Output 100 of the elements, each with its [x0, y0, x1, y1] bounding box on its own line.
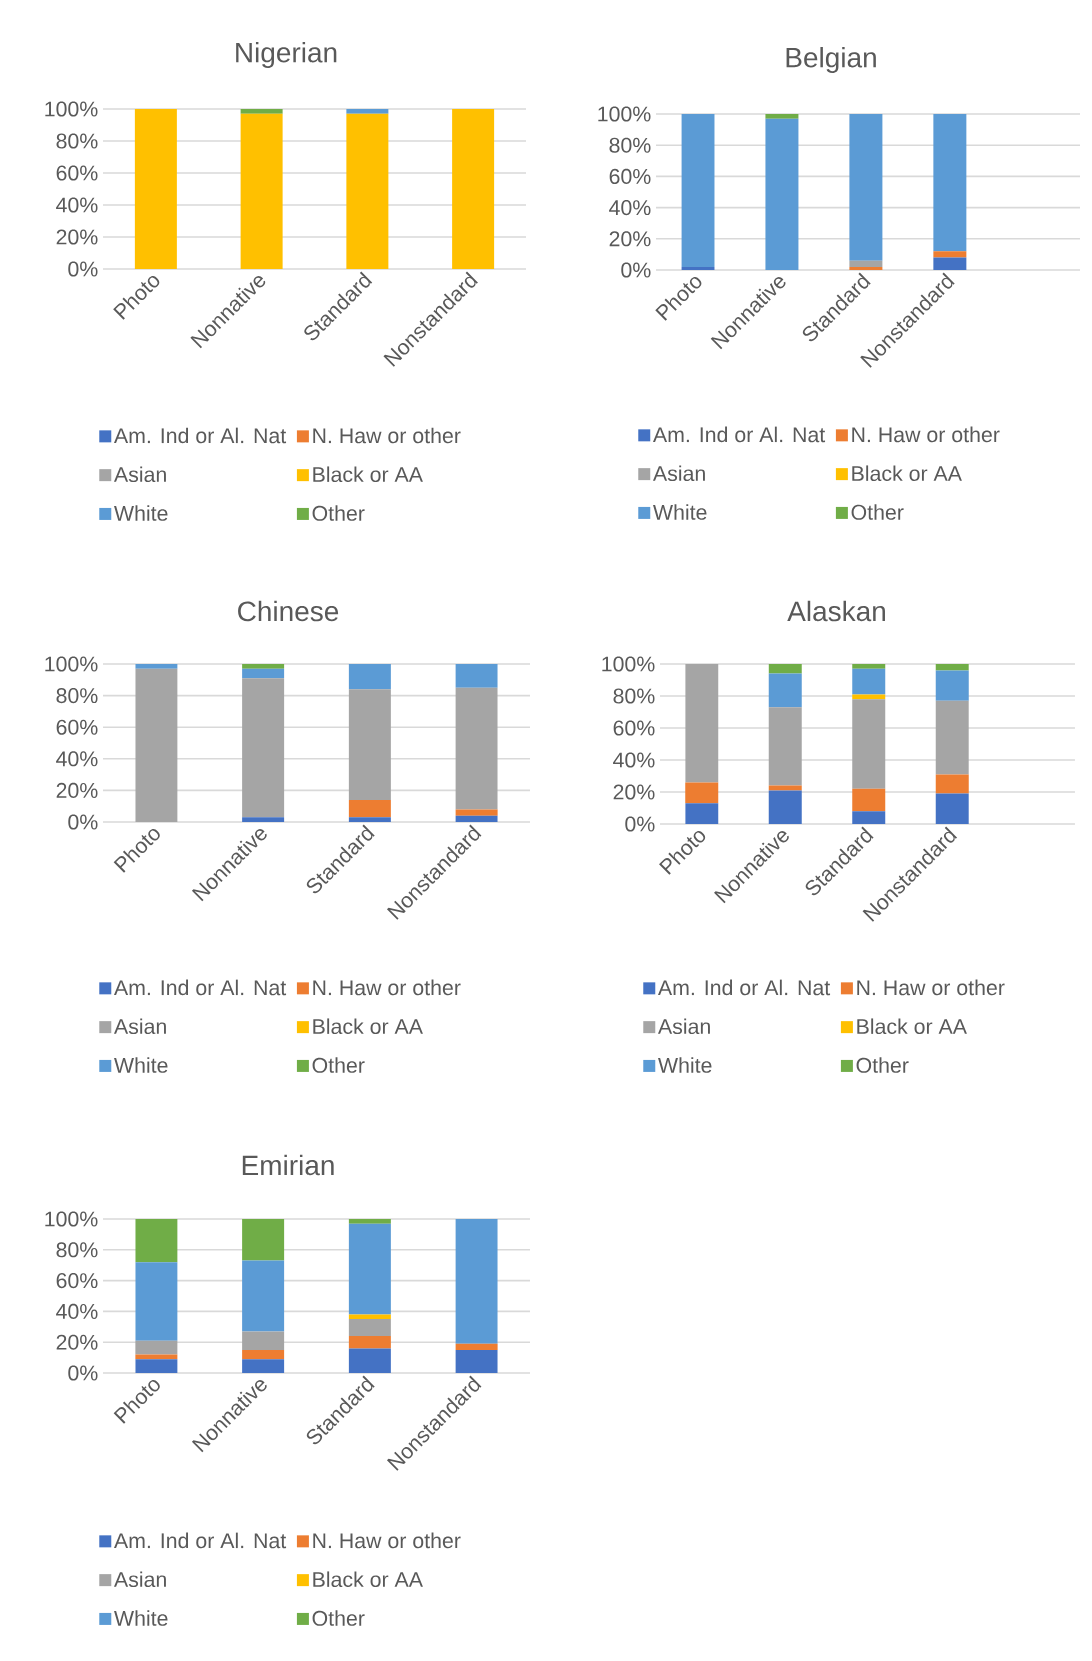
bar — [852, 694, 886, 700]
y-tick-label: 20% — [56, 1334, 98, 1350]
legend-label: Other — [851, 504, 904, 520]
y-tick-label: 0% — [625, 816, 655, 832]
bar — [935, 700, 969, 775]
y-tick-label: 80% — [56, 133, 98, 149]
y-tick-label: 100% — [45, 1211, 98, 1227]
y-tick-label: 60% — [56, 1273, 98, 1289]
bar — [935, 774, 969, 794]
y-tick-label: 20% — [613, 784, 655, 800]
y-tick-label: 0% — [68, 1365, 98, 1381]
bar — [765, 118, 799, 271]
y-tick-label: 0% — [68, 261, 98, 277]
bar — [455, 815, 498, 823]
legend-label: Black or AA — [313, 1018, 423, 1035]
y-tick-label: 40% — [56, 197, 98, 213]
bar — [348, 1319, 391, 1337]
y-tick-label: 40% — [56, 751, 98, 767]
bar — [242, 1260, 285, 1332]
bar — [849, 266, 883, 271]
bar — [135, 668, 178, 823]
legend-label: Asian — [113, 466, 166, 483]
y-tick-label: 0% — [68, 814, 98, 830]
bar — [849, 260, 883, 267]
legend-label: White — [653, 504, 707, 520]
y-tick-label: 100% — [45, 656, 98, 672]
legend-label: White — [658, 1057, 712, 1073]
bar — [242, 664, 285, 669]
y-tick-label: 80% — [56, 1242, 98, 1258]
legend-label: Other — [312, 505, 365, 521]
y-tick-label: 80% — [613, 688, 655, 704]
legend-label: Other — [312, 1610, 365, 1626]
y-tick-label: 60% — [56, 165, 98, 181]
bar — [242, 678, 285, 818]
bar — [348, 1348, 391, 1374]
bar — [852, 811, 886, 825]
bar — [768, 790, 802, 825]
bar — [933, 257, 967, 271]
bar — [348, 664, 391, 690]
bar — [768, 673, 802, 708]
legend-label: White — [114, 1057, 168, 1073]
bar — [348, 1336, 391, 1349]
bar — [348, 817, 391, 823]
y-tick-label: 80% — [56, 688, 98, 704]
bar — [852, 788, 886, 812]
bar — [135, 1219, 178, 1263]
bar — [455, 664, 498, 688]
y-tick-label: 0% — [621, 262, 651, 278]
bar — [852, 668, 886, 695]
legend-label: Other — [856, 1057, 909, 1073]
legend-label: N. Haw or other — [857, 979, 1005, 996]
bar — [242, 1349, 285, 1360]
legend-label: Asian — [113, 1571, 166, 1588]
y-tick-label: 60% — [56, 719, 98, 735]
bar — [685, 664, 719, 783]
y-tick-label: 60% — [613, 720, 655, 736]
bar — [135, 664, 178, 669]
bar — [455, 1343, 498, 1350]
bar — [242, 1331, 285, 1350]
legend-label: Black or AA — [857, 1018, 967, 1035]
legend-label: Black or AA — [313, 466, 423, 483]
bar — [852, 699, 886, 789]
bar — [849, 114, 883, 261]
chart-title: Nigerian — [236, 41, 337, 69]
y-tick-label: 40% — [613, 752, 655, 768]
legend-label: N. Haw or other — [852, 426, 1000, 443]
legend-label: Black or AA — [852, 465, 962, 482]
bar — [135, 1340, 178, 1355]
legend-label: Other — [312, 1057, 365, 1073]
bar — [681, 266, 715, 271]
bar — [348, 799, 391, 818]
bar — [348, 689, 391, 800]
bar — [242, 668, 285, 679]
legend-label: Asian — [113, 1018, 166, 1035]
bar — [135, 1262, 178, 1341]
bar — [935, 664, 969, 671]
bar — [135, 1359, 178, 1374]
legend-label: N. Haw or other — [313, 1532, 461, 1549]
bar — [852, 664, 886, 669]
y-tick-label: 60% — [609, 168, 651, 184]
legend-label: Am. Ind or Al. Nat — [113, 979, 287, 996]
legend-label: Asian — [657, 1018, 710, 1035]
legend-label: Am. Ind or Al. Nat — [113, 1532, 287, 1549]
bar — [935, 793, 969, 825]
y-tick-label: 80% — [609, 137, 651, 153]
y-tick-label: 40% — [609, 200, 651, 216]
y-tick-label: 100% — [602, 656, 655, 672]
bar — [455, 687, 498, 810]
bar — [348, 1223, 391, 1315]
legend-label: N. Haw or other — [313, 427, 461, 444]
bar — [455, 809, 498, 816]
bar — [765, 114, 799, 119]
bar — [242, 1359, 285, 1374]
bar — [933, 251, 967, 258]
chart-title: Chinese — [238, 600, 339, 622]
legend-label: N. Haw or other — [313, 979, 461, 996]
bar — [242, 1219, 285, 1261]
bar — [348, 1219, 391, 1224]
bar — [933, 114, 967, 252]
legend-label: Black or AA — [313, 1571, 423, 1588]
